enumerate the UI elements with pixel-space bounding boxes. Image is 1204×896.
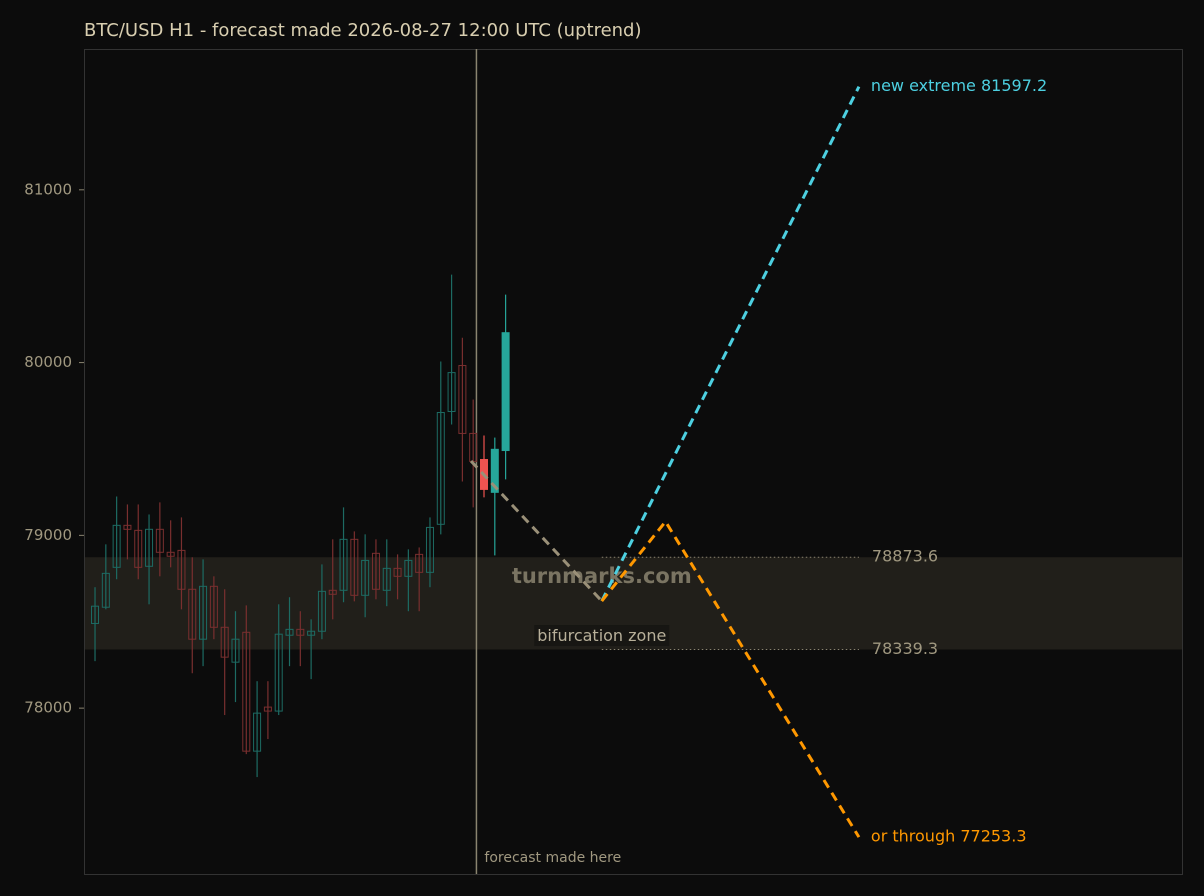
candle-body — [123, 524, 132, 530]
zone-label: bifurcation zone — [537, 626, 666, 645]
zone-level-label: 78339.3 — [872, 639, 938, 658]
y-tick-label: 78000 — [24, 699, 72, 717]
candle-body — [415, 553, 424, 573]
candle-body — [242, 631, 251, 752]
forecast-path-label: new extreme 81597.2 — [871, 76, 1047, 95]
candle-body — [404, 559, 413, 577]
candle-body — [166, 551, 175, 557]
candle-body — [263, 706, 272, 712]
candle-body — [253, 712, 262, 752]
candle-body — [134, 529, 143, 568]
forecast-path — [469, 460, 603, 603]
y-tick-label: 81000 — [24, 180, 72, 198]
forecast-label: forecast made here — [484, 850, 621, 866]
candle-body — [350, 538, 359, 596]
watermark: turnmarks.com — [512, 564, 692, 588]
candle-body — [339, 538, 348, 591]
candle-body — [155, 528, 164, 553]
candle-body — [458, 365, 467, 434]
candle-body — [307, 630, 316, 636]
zone-label-bg — [534, 625, 670, 647]
candle-body — [382, 567, 391, 591]
candle-body — [393, 567, 402, 577]
y-tick-label: 80000 — [24, 353, 72, 371]
candle-body — [501, 332, 510, 452]
candle-body — [188, 588, 197, 640]
forecast-path-label: or through 77253.3 — [871, 827, 1027, 846]
candle-body — [425, 526, 434, 573]
candle-body — [209, 585, 218, 628]
forecast-path — [600, 518, 861, 838]
candle-body — [112, 524, 121, 568]
candle-body — [436, 412, 445, 525]
chart-title: BTC/USD H1 - forecast made 2026-08-27 12… — [84, 20, 642, 41]
forecast-path — [600, 85, 861, 602]
zone-level-label: 78873.6 — [872, 547, 938, 566]
candle-body — [447, 372, 456, 412]
candle-body — [328, 589, 337, 595]
candle-body — [145, 528, 154, 567]
candle-body — [199, 585, 208, 640]
candle-body — [371, 552, 380, 590]
candle-body — [296, 628, 305, 636]
candle-body — [361, 559, 370, 596]
y-tick-label: 79000 — [24, 526, 72, 544]
candle-body — [317, 590, 326, 632]
candle-body — [177, 549, 186, 590]
candle-body — [231, 638, 240, 663]
candle-body — [490, 448, 499, 493]
candle-body — [91, 605, 100, 624]
candle-body — [274, 633, 283, 712]
candle-body — [101, 572, 110, 608]
candle-body — [220, 626, 229, 658]
candle-body — [285, 628, 294, 636]
